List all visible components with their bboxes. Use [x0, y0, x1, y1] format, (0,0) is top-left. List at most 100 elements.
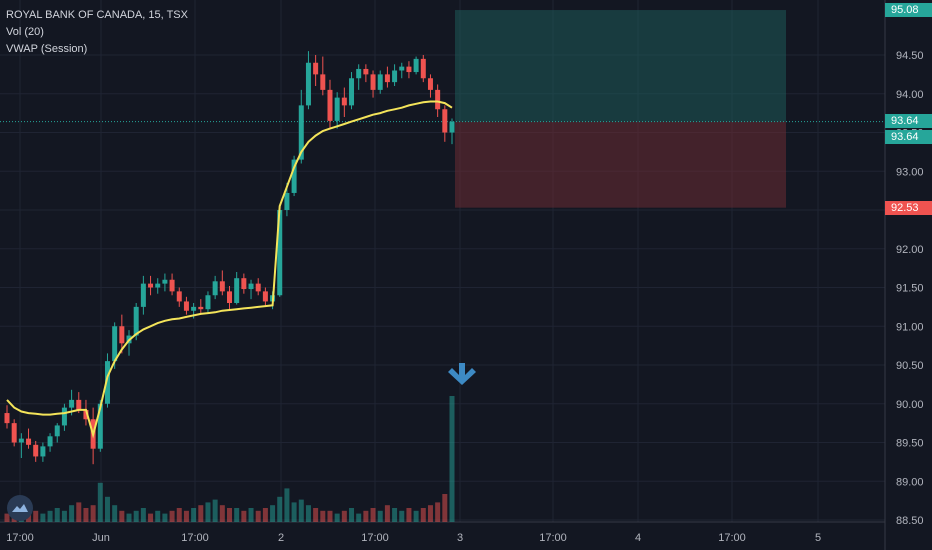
volume-bar	[435, 502, 441, 522]
volume-bar	[392, 508, 398, 522]
volume-bar	[241, 510, 247, 522]
volume-bar	[406, 508, 412, 522]
candle-body	[349, 78, 355, 106]
vwap-line	[6, 100, 453, 439]
volume-bar	[119, 510, 125, 522]
volume-bar	[33, 510, 39, 522]
volume-bar	[270, 505, 276, 522]
candle-body	[26, 438, 32, 445]
candle-body	[61, 407, 67, 426]
candle-body	[69, 399, 75, 408]
candle-body	[4, 413, 10, 424]
candle-body	[241, 278, 247, 290]
volume-bar	[349, 508, 355, 522]
volume-bar	[427, 505, 433, 522]
candle-body	[18, 438, 24, 443]
volume-bar	[248, 508, 254, 522]
volume-bar	[40, 513, 46, 522]
volume-bar	[234, 508, 240, 522]
candle-body	[119, 326, 125, 344]
tradingview-logo-icon[interactable]	[7, 495, 33, 521]
volume-bar	[47, 510, 53, 522]
vwap-indicator-label[interactable]: VWAP (Session)	[6, 43, 88, 55]
volume-bar	[155, 510, 161, 522]
volume-bar	[198, 505, 204, 522]
volume-bar	[320, 510, 326, 522]
volume-bar	[449, 396, 455, 522]
candle-body	[33, 444, 39, 457]
x-tick-label: 17:00	[539, 532, 567, 544]
volume-bar	[262, 508, 268, 522]
x-tick-label: 17:00	[6, 532, 34, 544]
candle-body	[435, 89, 441, 110]
loss-zone	[455, 121, 786, 208]
candle-body	[449, 121, 455, 133]
volume-bar	[334, 513, 340, 522]
candle-body	[191, 306, 197, 311]
volume-bar	[54, 508, 60, 522]
volume-bar	[420, 508, 426, 522]
profit-zone	[455, 10, 786, 122]
stop-price-badge: 92.53	[885, 201, 932, 215]
volume-bar	[76, 502, 82, 522]
candle-body	[40, 446, 46, 457]
volume-bar	[227, 508, 232, 522]
candle-body	[363, 68, 369, 75]
symbol-title[interactable]: ROYAL BANK OF CANADA, 15, TSX	[6, 9, 188, 21]
candle-body	[148, 283, 154, 288]
volume-bar	[255, 510, 261, 522]
candle-body	[413, 58, 419, 73]
volume-bar	[313, 508, 319, 522]
candle-body	[219, 281, 225, 292]
candle-body	[420, 58, 426, 79]
candle-body	[97, 403, 103, 449]
volume-bar	[370, 508, 376, 522]
target-price-badge: 95.08	[885, 3, 932, 17]
candle-body	[83, 409, 89, 420]
y-tick-label: 92.00	[896, 244, 924, 256]
volume-bar	[291, 502, 297, 522]
candle-body	[227, 291, 232, 303]
candle-body	[384, 74, 390, 83]
volume-bar	[83, 508, 89, 522]
candle-body	[169, 279, 175, 292]
volume-bar	[183, 510, 189, 522]
candle-body	[234, 278, 240, 303]
y-tick-label: 93.00	[896, 166, 924, 178]
x-tick-label: 5	[815, 532, 821, 544]
candle-body	[11, 423, 17, 443]
volume-bar	[277, 496, 283, 522]
volume-bar	[176, 508, 182, 522]
volume-bar	[205, 502, 211, 522]
down-arrow-icon	[448, 363, 476, 385]
y-tick-label: 90.50	[896, 360, 924, 372]
volume-bar	[413, 510, 419, 522]
chart-legend: ROYAL BANK OF CANADA, 15, TSX Vol (20) V…	[6, 7, 188, 58]
candle-body	[334, 97, 340, 121]
x-tick-label: 17:00	[361, 532, 389, 544]
candle-body	[205, 295, 211, 310]
y-tick-label: 89.00	[896, 476, 924, 488]
candle-body	[155, 283, 161, 288]
volume-bar	[61, 510, 67, 522]
candle-body	[104, 361, 110, 404]
volume-bar	[90, 505, 96, 522]
volume-bar	[377, 510, 383, 522]
candle-body	[377, 74, 383, 90]
candle-body	[313, 62, 319, 75]
volume-bar	[341, 510, 347, 522]
volume-bar	[384, 505, 390, 522]
candle-body	[248, 283, 254, 290]
candle-body	[212, 281, 218, 296]
candle-body	[356, 68, 362, 79]
candle-body	[370, 74, 376, 90]
candle-body	[183, 301, 189, 311]
candle-body	[76, 399, 82, 410]
volume-indicator-label[interactable]: Vol (20)	[6, 26, 44, 38]
volume-bar	[442, 494, 448, 522]
candle-body	[140, 283, 146, 307]
candle-body	[427, 78, 433, 90]
y-tick-label: 94.00	[896, 89, 924, 101]
volume-bar	[112, 505, 118, 522]
